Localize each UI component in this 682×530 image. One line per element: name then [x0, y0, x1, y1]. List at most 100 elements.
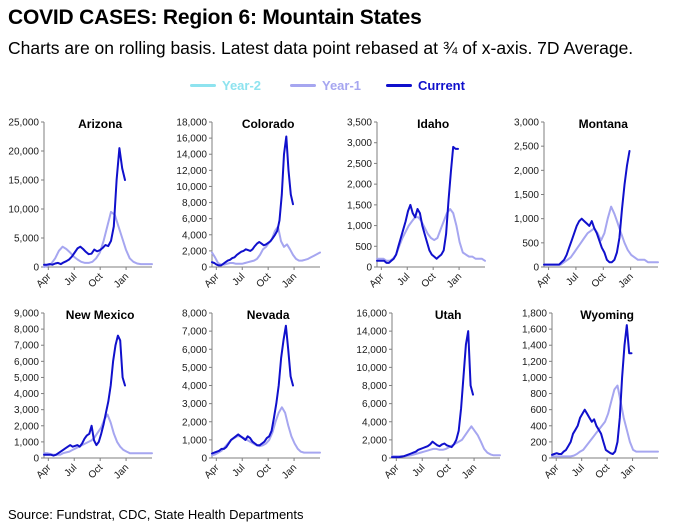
x-tick-label: Jan [617, 271, 636, 290]
series-line-year-1 [211, 225, 321, 266]
legend-swatch-year-2 [190, 84, 216, 87]
y-tick-label: 3,000 [514, 118, 539, 129]
series-line-current [211, 135, 294, 267]
x-tick-label: Apr [383, 462, 402, 481]
y-tick-label: 8,000 [14, 325, 39, 336]
y-tick-label: 10,000 [8, 205, 39, 216]
x-tick-label: Oct [86, 271, 105, 290]
y-tick-label: 1,200 [522, 357, 547, 368]
chart-idaho: 0 500 1,000 1,500 2,000 2,500 3,000 3,500 Apr Jul… [347, 117, 486, 291]
chart-title: Wyoming [580, 308, 634, 322]
x-tick-label: Jan [112, 271, 131, 290]
y-tick-label: 2,500 [347, 159, 372, 170]
y-tick-label: 1,500 [514, 190, 539, 201]
chart-title: Colorado [242, 117, 295, 131]
y-tick-label: 1,600 [522, 325, 547, 336]
y-tick-label: 0 [201, 263, 207, 274]
series-line-current [551, 324, 633, 456]
series-line-current [543, 150, 631, 266]
y-tick-label: 1,500 [347, 200, 372, 211]
legend-label-current: Current [418, 78, 465, 93]
y-tick-label: 25,000 [8, 118, 39, 129]
y-tick-label: 8,000 [362, 381, 387, 392]
y-tick-label: 0 [533, 263, 539, 274]
series-line-current [376, 145, 459, 264]
y-tick-label: 18,000 [176, 118, 207, 129]
x-tick-label: Apr [35, 462, 54, 481]
y-tick-label: 1,000 [347, 221, 372, 232]
y-tick-label: 4,000 [362, 417, 387, 428]
chart-new-mexico: 0 1,000 2,000 3,000 4,000 5,000 6,000 7,000 8,00… [14, 308, 153, 482]
x-tick-label: Oct [86, 462, 105, 481]
y-tick-label: 400 [530, 421, 547, 432]
x-tick-label: Jul [231, 271, 248, 288]
y-tick-label: 12,000 [176, 166, 207, 177]
x-tick-label: Oct [254, 462, 273, 481]
x-tick-label: Jan [460, 462, 479, 481]
y-tick-label: 2,000 [347, 180, 372, 191]
series-line-current [391, 330, 474, 459]
y-tick-label: 1,000 [522, 373, 547, 384]
x-tick-label: Jul [63, 271, 80, 288]
y-tick-label: 0 [201, 454, 207, 465]
chart-montana: 0 500 1,000 1,500 2,000 2,500 3,000 Apr Jul Oct Ja… [514, 117, 659, 291]
y-tick-label: 0 [366, 263, 372, 274]
x-tick-label: Apr [543, 462, 562, 481]
chart-title: Idaho [417, 117, 449, 131]
chart-colorado: 0 2,000 4,000 6,000 8,000 10,000 12,000 14,000 1… [176, 117, 321, 291]
x-tick-label: Apr [203, 271, 222, 290]
y-tick-label: 2,000 [362, 435, 387, 446]
y-tick-label: 14,000 [356, 327, 387, 338]
legend-swatch-year-1 [290, 84, 316, 87]
legend-item-year-1: Year-1 [290, 78, 361, 93]
y-tick-label: 4,000 [182, 230, 207, 241]
y-tick-label: 6,000 [182, 214, 207, 225]
y-tick-label: 800 [530, 389, 547, 400]
series-line-year-1 [43, 210, 153, 268]
y-tick-label: 15,000 [8, 176, 39, 187]
y-tick-label: 6,000 [14, 357, 39, 368]
series-line-current [211, 324, 294, 455]
y-tick-label: 3,000 [182, 399, 207, 410]
y-tick-label: 10,000 [356, 363, 387, 374]
legend-item-current: Current [386, 78, 465, 93]
y-tick-label: 3,500 [347, 118, 372, 129]
x-tick-label: Apr [535, 271, 554, 290]
chart-utah: 0 2,000 4,000 6,000 8,000 10,000 12,000 14,000 1… [356, 308, 501, 482]
y-tick-label: 1,000 [14, 437, 39, 448]
y-tick-label: 3,000 [347, 138, 372, 149]
x-tick-label: Apr [203, 462, 222, 481]
series-line-year-1 [543, 205, 659, 266]
legend-label-year-1: Year-1 [322, 78, 362, 93]
y-tick-label: 0 [33, 454, 39, 465]
chart-title: Nevada [247, 308, 290, 322]
y-tick-label: 2,500 [514, 142, 539, 153]
y-tick-label: 5,000 [182, 363, 207, 374]
y-tick-label: 8,000 [182, 198, 207, 209]
y-tick-label: 1,000 [182, 435, 207, 446]
chart-title: New Mexico [66, 308, 135, 322]
chart-title: Arizona [78, 117, 122, 131]
x-tick-label: Jul [411, 462, 428, 479]
y-tick-label: 1,400 [522, 341, 547, 352]
x-tick-label: Oct [593, 462, 612, 481]
source-footnote: Source: Fundstrat, CDC, State Health Dep… [8, 507, 304, 522]
y-tick-label: 14,000 [176, 150, 207, 161]
y-tick-label: 3,000 [14, 405, 39, 416]
y-tick-label: 9,000 [14, 309, 39, 320]
x-tick-label: Jan [280, 462, 299, 481]
y-tick-label: 2,000 [182, 417, 207, 428]
y-tick-label: 0 [33, 263, 39, 274]
series-line-year-1 [211, 406, 321, 457]
y-tick-label: 600 [530, 405, 547, 416]
x-tick-label: Jul [570, 462, 587, 479]
x-tick-label: Jan [619, 462, 638, 481]
x-tick-label: Jul [396, 271, 413, 288]
chart-title: Montana [579, 117, 629, 131]
y-tick-label: 8,000 [182, 309, 207, 320]
x-tick-label: Jan [112, 462, 131, 481]
y-tick-label: 7,000 [182, 327, 207, 338]
x-tick-label: Jul [63, 462, 80, 479]
x-tick-label: Apr [368, 271, 387, 290]
